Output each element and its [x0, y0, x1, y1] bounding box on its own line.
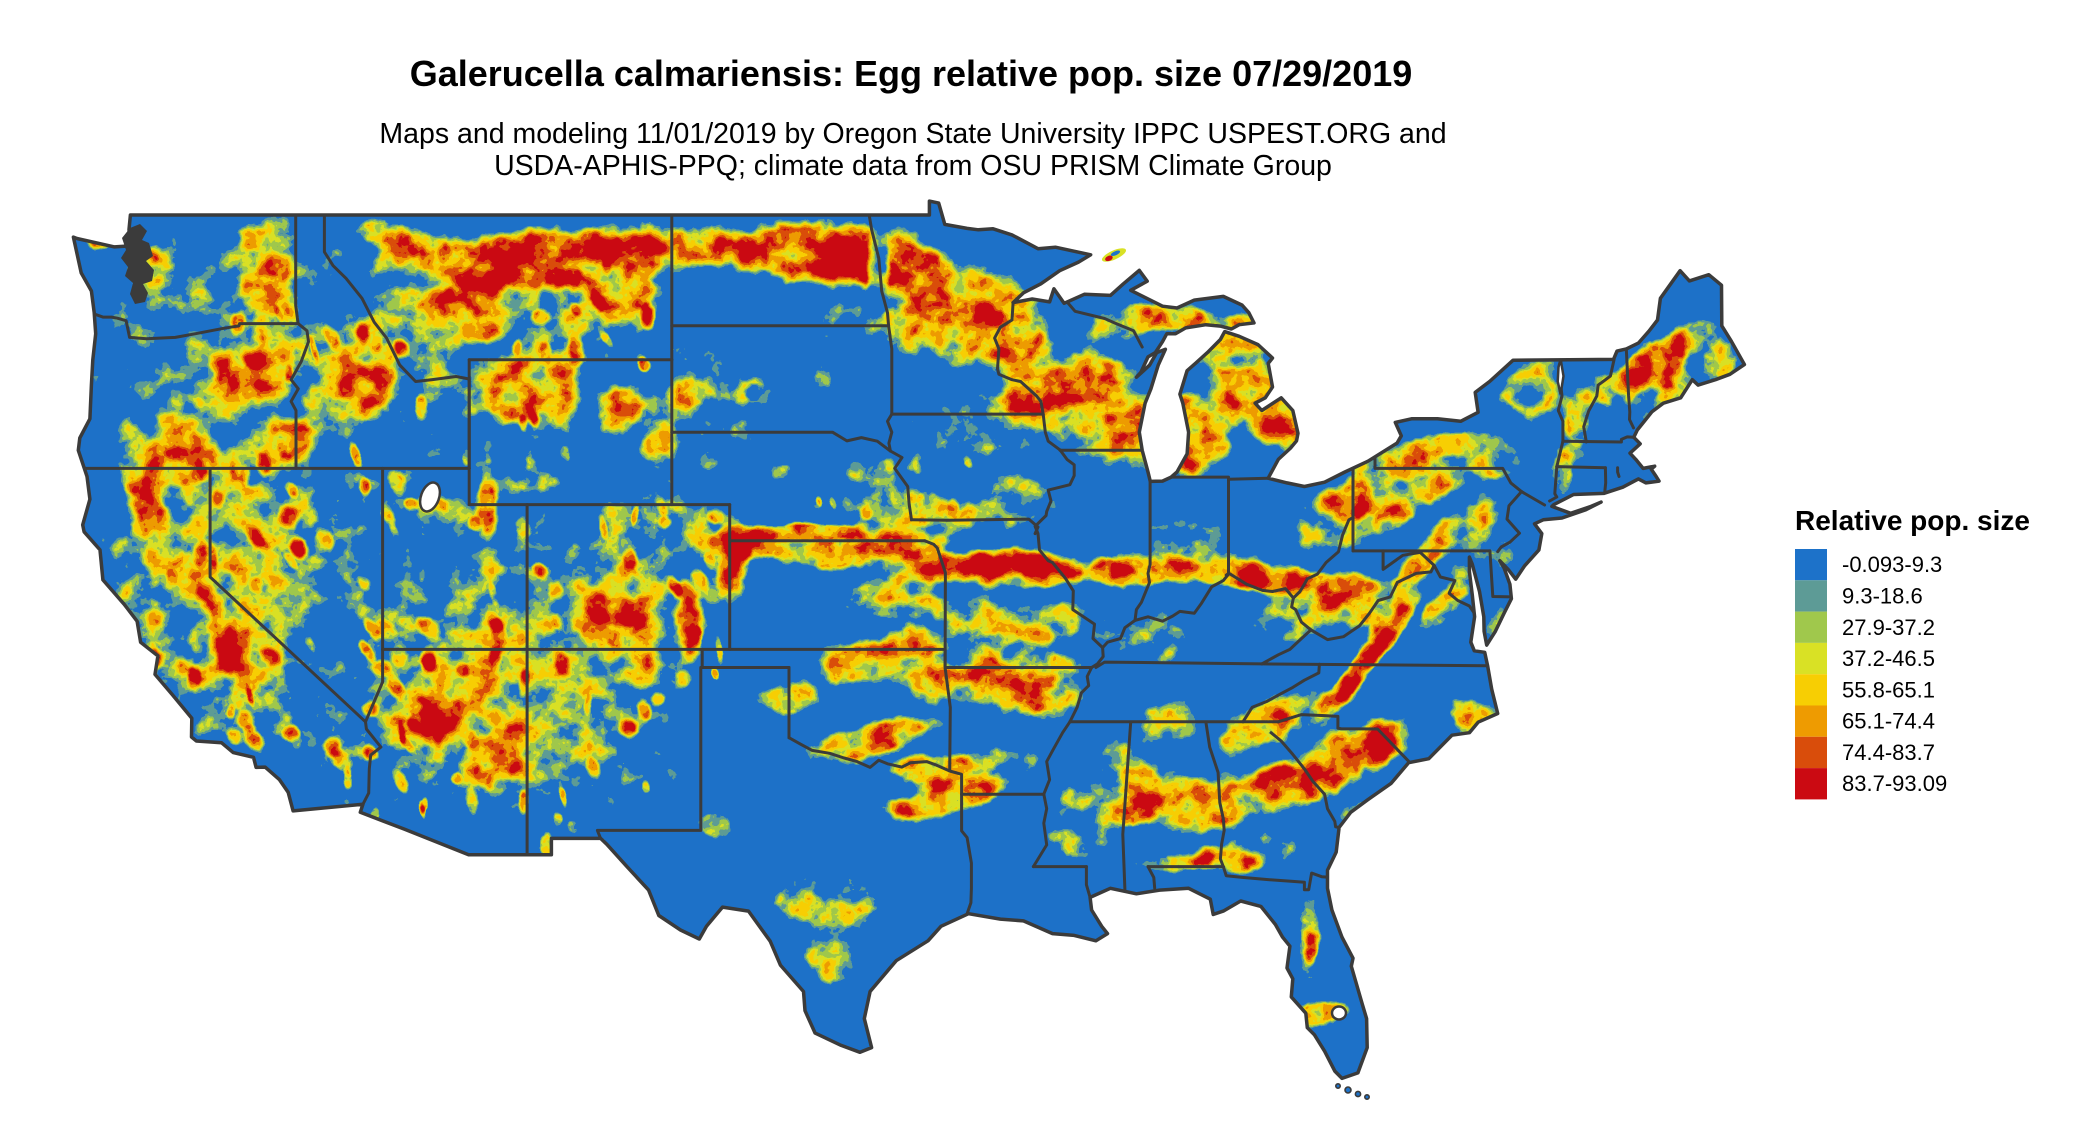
- svg-text:83.7-93.09: 83.7-93.09: [1842, 771, 1947, 796]
- svg-text:9.3-18.6: 9.3-18.6: [1842, 583, 1923, 608]
- svg-text:-0.093-9.3: -0.093-9.3: [1842, 552, 1942, 577]
- svg-text:74.4-83.7: 74.4-83.7: [1842, 740, 1935, 765]
- svg-text:Relative pop. size: Relative pop. size: [1795, 505, 2030, 536]
- svg-text:65.1-74.4: 65.1-74.4: [1842, 709, 1935, 734]
- svg-text:27.9-37.2: 27.9-37.2: [1842, 615, 1935, 640]
- svg-text:Galerucella calmariensis: Egg: Galerucella calmariensis: Egg relative p…: [410, 53, 1413, 94]
- svg-text:USDA-APHIS-PPQ; climate data f: USDA-APHIS-PPQ; climate data from OSU PR…: [494, 150, 1332, 182]
- svg-text:37.2-46.5: 37.2-46.5: [1842, 646, 1935, 671]
- svg-text:55.8-65.1: 55.8-65.1: [1842, 677, 1935, 702]
- svg-text:Maps and modeling 11/01/2019 b: Maps and modeling 11/01/2019 by Oregon S…: [379, 118, 1446, 150]
